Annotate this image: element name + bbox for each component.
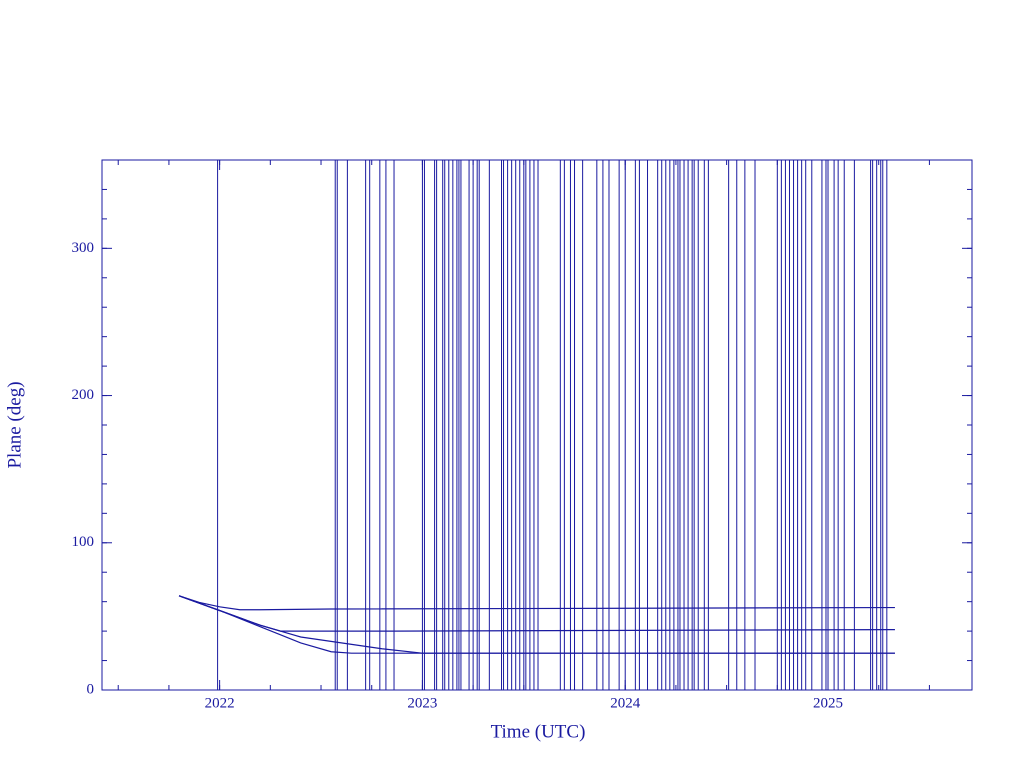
y-tick-label: 200 [72,387,95,403]
y-axis-label: Plane (deg) [4,381,25,468]
x-tick-label: 2025 [813,695,843,711]
x-axis-label: Time (UTC) [491,721,586,742]
series-line [178,595,895,654]
x-tick-label: 2024 [610,695,641,711]
series-line [178,595,895,611]
x-tick-label: 2022 [205,695,235,711]
series-line [178,595,895,632]
series-line [178,595,895,654]
plot-frame [101,159,973,691]
x-tick-label: 2023 [407,695,437,711]
y-tick-label: 100 [72,534,95,550]
y-tick-label: 0 [87,681,95,697]
y-tick-label: 300 [72,240,95,256]
